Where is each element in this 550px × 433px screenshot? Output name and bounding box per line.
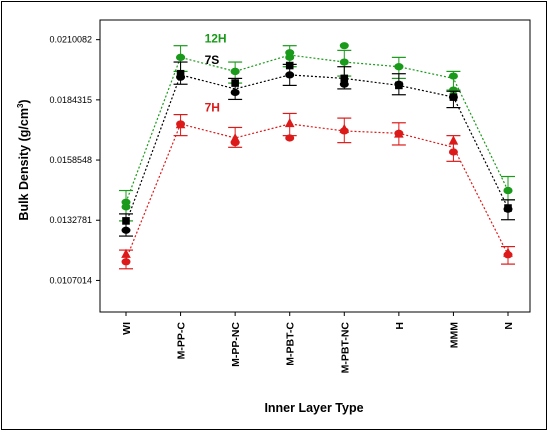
x-tick-label: WI	[121, 322, 133, 335]
data-point	[394, 63, 404, 71]
y-tick-label: 0.0132781	[49, 215, 92, 225]
data-point	[230, 88, 240, 97]
data-point	[340, 74, 349, 83]
x-tick-label: M-PBT-NC	[339, 322, 351, 374]
data-point	[285, 61, 294, 70]
data-point	[448, 86, 458, 94]
plot-area	[99, 19, 531, 313]
axes: 0.0107014 0.0132781 0.0158548 0.0184315 0.02…	[49, 19, 531, 374]
series-label-7H: 7H	[205, 101, 220, 115]
data-point	[230, 67, 240, 75]
data-point	[285, 134, 295, 142]
x-tick-label: MMM	[448, 322, 460, 348]
data-point	[339, 42, 349, 50]
series-line	[125, 54, 509, 203]
data-point	[503, 186, 513, 195]
data-point	[504, 204, 512, 212]
x-tick-label: H	[394, 322, 406, 330]
data-point	[285, 71, 295, 79]
data-point	[231, 79, 239, 87]
data-point	[230, 133, 240, 143]
data-point	[121, 226, 131, 234]
y-tick-label: 0.0184315	[49, 95, 92, 105]
data-point	[449, 93, 458, 101]
series-7H	[119, 112, 515, 270]
x-tick-label: M-PP-NC	[230, 322, 242, 367]
series-label-12H: 12H	[205, 32, 227, 46]
y-tick-label: 0.0210082	[49, 35, 92, 45]
data-point	[284, 117, 295, 128]
y-axis-label: Bulk Density (g/cm3)	[16, 99, 31, 220]
x-tick-label: M-PBT-C	[285, 322, 297, 366]
data-point	[339, 58, 349, 66]
y-tick-label: 0.0107014	[49, 275, 92, 285]
x-tick-label: M-PP-C	[176, 322, 188, 360]
data-point	[122, 217, 130, 225]
series-12H	[119, 42, 515, 222]
data-point	[448, 135, 459, 145]
series-labels: 12H 7S 7H	[205, 32, 227, 115]
data-point	[448, 148, 458, 156]
x-axis-label: Inner Layer Type	[264, 401, 363, 415]
data-point	[339, 80, 349, 88]
data-point	[448, 72, 458, 80]
data-point	[503, 247, 513, 257]
data-point	[176, 69, 185, 78]
series-7S	[119, 61, 515, 237]
data-point	[121, 258, 131, 266]
data-point	[339, 123, 350, 133]
y-tick-label: 0.0158548	[49, 155, 92, 165]
x-tick-label: N	[503, 322, 515, 330]
data-point	[285, 49, 295, 57]
data-point	[395, 81, 403, 90]
series-label-7S: 7S	[205, 53, 220, 67]
data-point	[394, 128, 404, 138]
data-point	[175, 119, 186, 129]
series-group	[119, 42, 515, 270]
data-point	[176, 53, 186, 61]
data-point	[121, 248, 131, 258]
data-point	[121, 198, 131, 206]
